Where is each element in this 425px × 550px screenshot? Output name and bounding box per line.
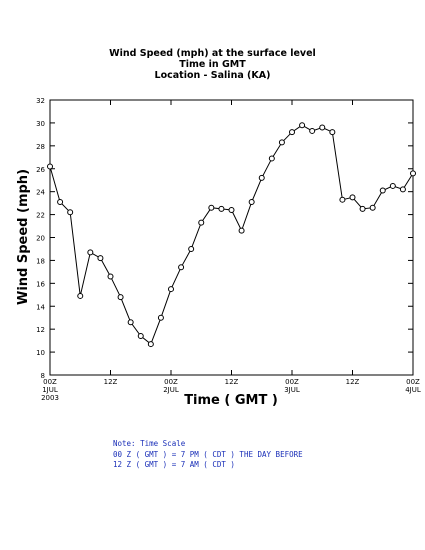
data-point [399,186,406,193]
data-point [47,163,53,170]
data-point [218,205,225,212]
data-point [117,294,124,301]
title-line-1: Wind Speed (mph) at the surface level [109,48,316,59]
data-point [57,198,64,205]
data-point [248,198,255,205]
data-point [198,219,205,226]
data-point [309,127,316,134]
data-point [289,129,295,136]
note-line-3: 12 Z ( GMT ) = 7 AM ( CDT ) [113,460,235,469]
y-tick-label: 8 [41,372,45,380]
x-tick-label: 12Z [225,378,239,386]
series-line [49,124,414,345]
y-tick-label: 16 [36,280,45,288]
data-point [389,182,396,189]
plot-frame [49,99,414,376]
data-point [168,286,174,293]
x-tick-label: 12Z [104,378,118,386]
data-point [188,245,195,252]
y-tick-label: 18 [36,257,45,265]
note-line-2: 00 Z ( GMT ) = 7 PM ( CDT ) THE DAY BEFO… [113,449,303,459]
data-point [410,170,416,177]
data-point [329,129,336,136]
x-tick-label: 12Z [346,378,360,386]
data-point [369,204,376,211]
data-point [258,174,265,181]
data-point [157,314,164,321]
data-point [137,333,144,340]
x-tick-label: 00Z [406,378,420,386]
x-axis-label: Time ( GMT ) [184,393,278,408]
data-point [107,273,114,280]
title-line-2: Time in GMT [179,59,246,70]
data-point [127,319,134,326]
data-point [208,204,215,211]
y-tick-label: 14 [36,303,45,311]
x-tick-label: 00Z [43,378,57,386]
data-point [147,341,154,348]
data-point [299,122,306,129]
data-point [238,227,245,234]
data-point [339,196,346,203]
data-point [278,139,285,146]
y-tick-label: 22 [36,212,45,220]
data-point [359,205,366,212]
note-line-1: Note: Time Scale [113,439,186,448]
data-point [97,255,104,262]
y-tick-label: 10 [36,349,45,357]
data-point [268,155,275,162]
y-tick-label: 26 [36,166,45,174]
y-tick-label: 24 [36,189,45,197]
x-tick-label: 3JUL [284,386,300,394]
data-point [228,207,235,213]
y-tick-label: 32 [36,97,45,105]
x-tick-label: 00Z [164,378,178,386]
y-tick-label: 12 [36,326,45,334]
time-scale-note: Note: Time Scale 00 Z ( GMT ) = 7 PM ( C… [113,439,303,471]
title-line-3: Location - Salina (KA) [154,70,271,81]
x-tick-label: 2003 [41,394,59,402]
data-point [379,187,386,194]
data-point [178,264,185,271]
series-group [47,122,416,348]
y-axis-label: Wind Speed (mph) [16,169,31,305]
chart-title: Wind Speed (mph) at the surface level Ti… [0,48,425,81]
data-point [67,209,74,216]
y-tick-label: 30 [36,120,45,128]
x-tick-label: 4JUL [405,386,421,394]
x-tick-label: 2JUL [163,386,179,394]
data-point [349,194,356,201]
data-point [77,292,84,299]
y-tick-label: 20 [36,235,45,243]
data-point [87,249,94,256]
x-tick-label: 00Z [285,378,299,386]
y-tick-label: 28 [36,143,45,151]
y-axis: 8 10 12 14 16 18 20 22 24 26 28 30 32 [36,97,413,380]
x-tick-label: 1JUL [42,386,58,394]
data-point [319,124,326,131]
